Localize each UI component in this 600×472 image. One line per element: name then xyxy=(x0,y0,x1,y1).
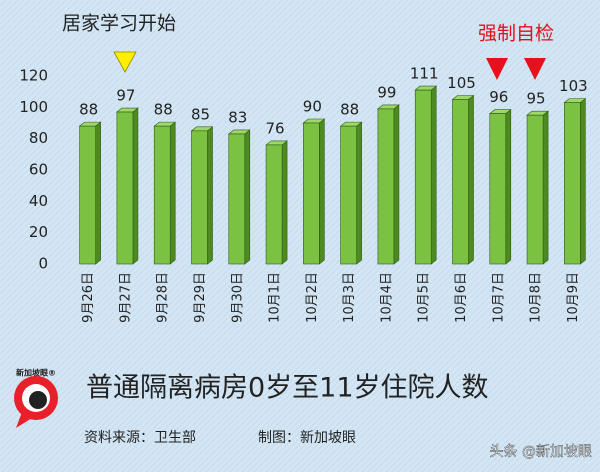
y-tick-label: 100 xyxy=(19,98,48,116)
bar-side xyxy=(244,129,251,265)
logo-text: 新加坡眼® xyxy=(16,368,56,378)
y-tick-label: 120 xyxy=(19,67,48,85)
bar-side xyxy=(169,121,176,265)
bar-front xyxy=(564,102,581,265)
bar xyxy=(414,85,438,265)
bar xyxy=(451,94,475,265)
bar-side xyxy=(580,98,586,265)
value-label: 99 xyxy=(377,83,396,101)
value-label: 83 xyxy=(228,108,247,126)
annotation: 强制自检 xyxy=(478,23,554,45)
y-tick-label: 0 xyxy=(38,255,48,273)
x-tick-label: 10月3日 xyxy=(342,272,357,323)
bar-side xyxy=(132,107,139,265)
value-label: 95 xyxy=(527,90,546,108)
x-tick-label: 10月5日 xyxy=(417,272,432,323)
bar-side xyxy=(430,85,437,265)
y-tick-label: 80 xyxy=(29,129,48,147)
bar-side xyxy=(319,118,325,265)
bar xyxy=(153,121,177,265)
bar-side xyxy=(468,94,474,265)
y-tick-label: 40 xyxy=(29,192,48,210)
bar-front xyxy=(452,99,469,265)
value-label: 88 xyxy=(79,101,98,119)
bar-front xyxy=(153,125,171,265)
bar-side xyxy=(95,121,101,265)
bar xyxy=(116,107,139,265)
x-tick-label: 9月26日 xyxy=(81,272,96,323)
bar xyxy=(265,140,288,265)
bar-front xyxy=(228,133,246,265)
x-tick-label: 9月28日 xyxy=(156,272,171,323)
bar-side xyxy=(393,104,400,265)
bar-front xyxy=(265,144,283,265)
marker xyxy=(486,58,508,80)
marker xyxy=(113,51,137,73)
bar xyxy=(526,110,549,265)
source: 资料来源：卫生部 xyxy=(84,430,196,446)
value-label: 76 xyxy=(266,119,285,137)
value-label: 88 xyxy=(154,101,173,119)
x-tick-label: 9月27日 xyxy=(118,272,133,323)
bar xyxy=(339,121,363,265)
bar xyxy=(563,98,587,265)
value-label: 103 xyxy=(559,77,588,95)
value-label: 96 xyxy=(489,88,508,106)
bar xyxy=(488,108,512,265)
x-tick-label: 10月8日 xyxy=(529,272,544,323)
chart-title: 普通隔离病房0岁至11岁住院人数 xyxy=(86,373,489,404)
bar-side xyxy=(207,126,213,265)
logo xyxy=(14,376,58,428)
bar xyxy=(190,126,214,265)
value-label: 88 xyxy=(340,101,359,119)
bar-front xyxy=(526,114,544,265)
x-tick-label: 10月9日 xyxy=(566,272,581,323)
annotation: 居家学习开始 xyxy=(62,13,176,35)
x-tick-label: 10月2日 xyxy=(305,272,320,323)
y-tick-label: 20 xyxy=(29,223,48,241)
bar-side xyxy=(356,121,362,265)
watermark: 头条 @新加坡眼 xyxy=(490,443,592,460)
bar-front xyxy=(414,89,432,265)
bar-front xyxy=(340,125,357,265)
value-label: 97 xyxy=(116,87,135,105)
credit: 制图：新加坡眼 xyxy=(258,430,356,446)
x-tick-label: 10月4日 xyxy=(379,272,394,323)
bar-front xyxy=(79,125,96,265)
x-tick-label: 9月29日 xyxy=(193,272,208,323)
value-label: 85 xyxy=(191,105,210,123)
x-tick-label: 10月7日 xyxy=(491,272,506,323)
value-label: 105 xyxy=(447,74,476,92)
bar-side xyxy=(281,140,288,265)
bar xyxy=(302,118,326,265)
bar xyxy=(377,104,400,265)
bar-front xyxy=(191,130,208,265)
y-tick-label: 60 xyxy=(29,161,48,179)
bar-side xyxy=(505,108,512,265)
bar-front xyxy=(116,111,134,265)
marker xyxy=(524,58,546,80)
bar-side xyxy=(542,110,549,265)
bar-front xyxy=(377,108,395,265)
value-label: 90 xyxy=(303,98,322,116)
x-tick-label: 9月30日 xyxy=(230,272,245,323)
bar xyxy=(227,129,251,265)
x-tick-label: 10月6日 xyxy=(454,272,469,323)
bar-front xyxy=(303,122,320,265)
x-tick-label: 10月1日 xyxy=(268,272,283,323)
value-label: 111 xyxy=(410,65,439,83)
bar xyxy=(78,121,102,265)
bar-front xyxy=(489,113,507,265)
